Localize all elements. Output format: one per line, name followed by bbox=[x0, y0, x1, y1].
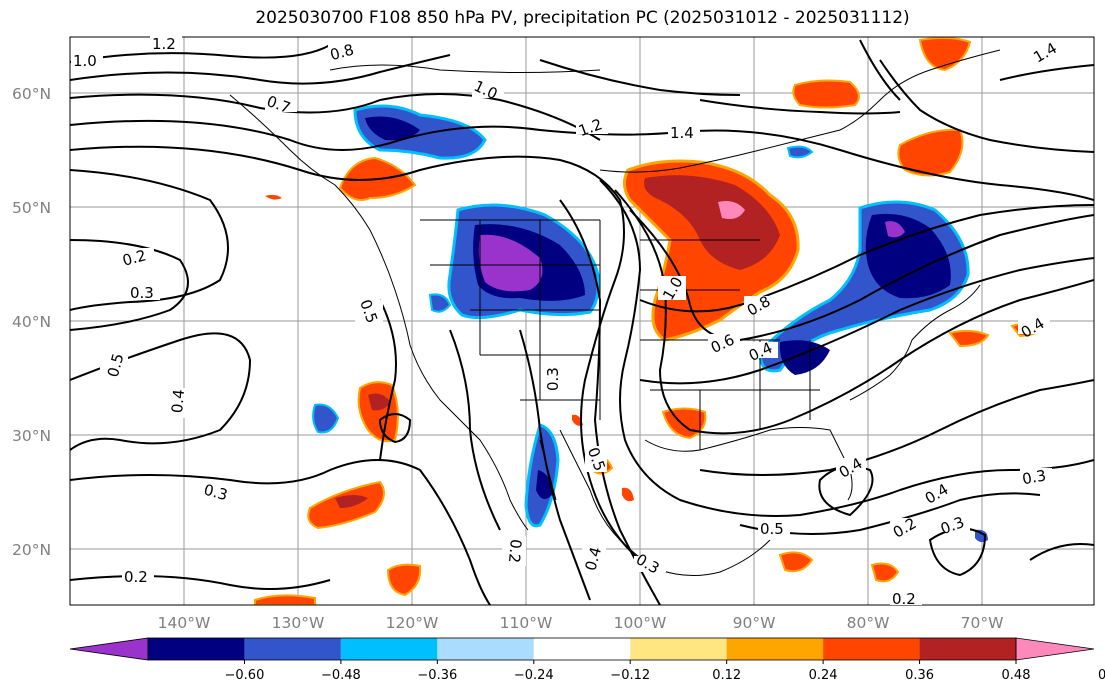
contour-label: 0.3 bbox=[130, 284, 154, 302]
lon-label: 140°W bbox=[158, 614, 211, 632]
colorbar-segment bbox=[69, 637, 149, 661]
lon-label: 110°W bbox=[500, 614, 553, 632]
colorbar-segment bbox=[919, 638, 1016, 660]
lat-label: 30°N bbox=[12, 427, 51, 445]
lat-label: 50°N bbox=[12, 199, 51, 217]
colorbar: −0.60 −0.48 −0.36 −0.24 −0.12 0.12 0.24 0.36 0.4… bbox=[69, 637, 1105, 683]
colorbar-tick-label: −0.60 bbox=[225, 668, 265, 683]
contour-label: 0.2 bbox=[505, 538, 525, 563]
colorbar-segment bbox=[437, 638, 534, 660]
contour-label: 0.4 bbox=[581, 545, 605, 573]
contour-labels: 1.2 0.8 1.0 0.7 1.0 1.2 1.4 1.4 0.2 0.3 … bbox=[71, 35, 1064, 608]
lon-label: 120°W bbox=[386, 614, 439, 632]
contour-label: 0.3 bbox=[202, 481, 230, 505]
lon-label: 80°W bbox=[847, 614, 890, 632]
contour-label: 0.8 bbox=[328, 40, 356, 64]
colorbar-tick-label: −0.24 bbox=[514, 668, 554, 683]
contour-label: 0.3 bbox=[544, 367, 562, 391]
map-frame bbox=[69, 36, 1095, 606]
contour-label: 0.2 bbox=[892, 590, 916, 608]
colorbar-tick-label: 0.12 bbox=[712, 668, 741, 683]
contour-label: 0.4 bbox=[168, 388, 188, 413]
contour-label: 1.0 bbox=[73, 52, 97, 70]
contour-label: 0.5 bbox=[760, 520, 784, 538]
coastlines bbox=[229, 49, 1001, 576]
colorbar-segment bbox=[533, 638, 631, 660]
colorbar-tick-label: 0.60 bbox=[1098, 668, 1105, 683]
lon-label: 100°W bbox=[614, 614, 667, 632]
colorbar-segment bbox=[823, 638, 920, 660]
contour-label: 0.5 bbox=[104, 351, 128, 379]
colorbar-tick-label: −0.12 bbox=[610, 668, 650, 683]
colorbar-frame bbox=[147, 637, 1017, 661]
contour-label: 0.3 bbox=[1021, 466, 1048, 488]
colorbar-segment bbox=[1015, 637, 1095, 661]
lat-label: 40°N bbox=[12, 313, 51, 331]
lat-label: 60°N bbox=[12, 85, 51, 103]
precip-negative-areas bbox=[312, 104, 988, 543]
colorbar-tick-label: −0.36 bbox=[417, 668, 457, 683]
colorbar-segment bbox=[630, 638, 727, 660]
colorbar-tick-label: 0.48 bbox=[1002, 668, 1031, 683]
colorbar-segment bbox=[726, 638, 824, 660]
lon-label: 90°W bbox=[733, 614, 776, 632]
colorbar-segment bbox=[340, 638, 438, 660]
colorbar-segment bbox=[148, 638, 245, 660]
colorbar-segment bbox=[244, 638, 341, 660]
lat-label: 20°N bbox=[12, 541, 51, 559]
lon-label: 130°W bbox=[272, 614, 325, 632]
map-title: 2025030700 F108 850 hPa PV, precipitatio… bbox=[255, 8, 910, 28]
contour-label: 1.2 bbox=[152, 35, 176, 53]
colorbar-tick-label: −0.48 bbox=[321, 668, 361, 683]
contour-label: 0.2 bbox=[120, 246, 148, 270]
lon-label: 70°W bbox=[961, 614, 1004, 632]
colorbar-tick-label: 0.36 bbox=[905, 668, 934, 683]
contour-label: 1.4 bbox=[670, 124, 694, 142]
contour-label: 0.2 bbox=[124, 568, 148, 586]
colorbar-tick-label: 0.24 bbox=[809, 668, 838, 683]
